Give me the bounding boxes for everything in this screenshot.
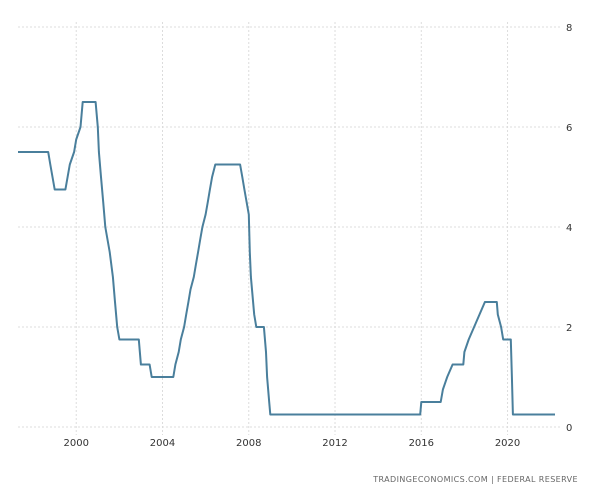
source-attribution: TRADINGECONOMICS.COM | FEDERAL RESERVE xyxy=(373,475,578,484)
x-tick-label: 2000 xyxy=(64,438,89,449)
y-tick-label: 2 xyxy=(566,323,572,334)
y-axis-ticks: 0 2 4 6 8 xyxy=(566,23,572,434)
x-axis-ticks: 2000 2004 2008 2012 2016 2020 xyxy=(64,438,521,449)
x-tick-label: 2020 xyxy=(495,438,520,449)
x-tick-label: 2004 xyxy=(150,438,175,449)
y-tick-label: 4 xyxy=(566,223,572,234)
x-tick-label: 2008 xyxy=(236,438,261,449)
y-tick-label: 8 xyxy=(566,23,572,34)
series-line xyxy=(18,101,555,416)
y-tick-label: 0 xyxy=(566,423,572,434)
x-tick-label: 2012 xyxy=(322,438,347,449)
grid xyxy=(18,22,560,435)
y-tick-label: 6 xyxy=(566,123,572,134)
x-tick-label: 2016 xyxy=(409,438,434,449)
